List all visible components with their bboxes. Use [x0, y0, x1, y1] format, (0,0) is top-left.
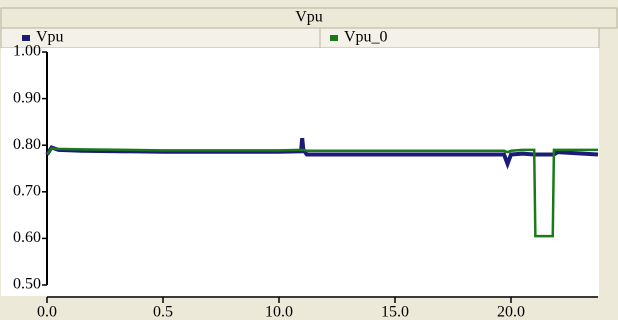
legend-swatch: [330, 35, 338, 41]
legend-label: Vpu: [36, 29, 64, 46]
y-tick-label: 0.50: [13, 276, 41, 293]
legend-bar: [0, 27, 600, 49]
y-tick-label: 0.60: [13, 229, 41, 246]
series-line: [45, 138, 599, 170]
x-tick-label: 20.0: [497, 304, 525, 320]
y-tick-label: 0.70: [13, 182, 41, 199]
x-tick-label: 10.0: [265, 304, 293, 320]
x-tick-label: 0.5: [153, 304, 173, 320]
plot-area: [1, 48, 599, 296]
x-tick-label: 0.0: [37, 304, 57, 320]
legend-label: Vpu_0: [344, 29, 388, 46]
legend-swatch: [22, 35, 30, 41]
series-line: [46, 147, 598, 238]
y-tick-label: 0.90: [13, 89, 41, 106]
chart-title: Vpu: [295, 9, 323, 26]
y-tick-label: 1.00: [13, 43, 41, 60]
x-tick-label: 15.0: [381, 304, 409, 320]
y-tick-label: 0.80: [13, 136, 41, 153]
